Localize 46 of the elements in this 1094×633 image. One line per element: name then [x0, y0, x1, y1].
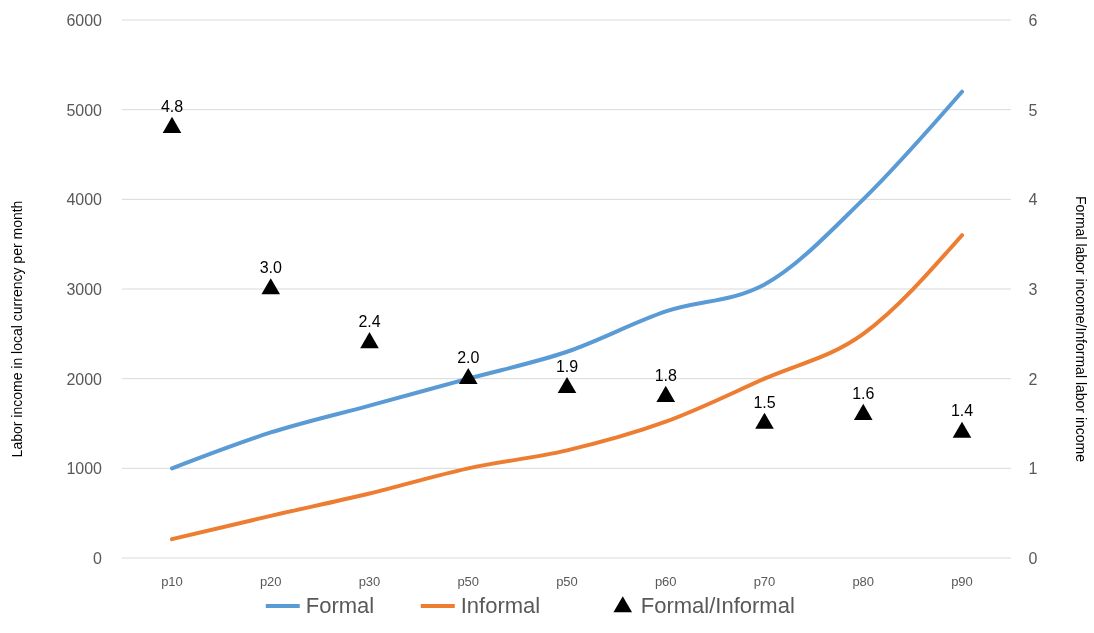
y-axis-title: Labor income in local currency per month [9, 200, 25, 458]
data-label: 3.0 [259, 259, 282, 276]
point [162, 116, 182, 133]
y2-axis-title: Formal labor income/Informal labor income [1073, 195, 1089, 463]
point [755, 412, 774, 429]
x-tick-label: p60 [654, 574, 677, 589]
point [952, 421, 972, 438]
y-tick-label: 1000 [66, 460, 103, 478]
y2-tick-label: 2 [1028, 370, 1038, 388]
point [656, 385, 676, 402]
y-tick-label: 6000 [66, 12, 103, 29]
data-label: 1.9 [555, 357, 579, 375]
y2-tick-label: 5 [1028, 101, 1038, 119]
point [360, 332, 379, 349]
data-label: 4.8 [160, 97, 184, 115]
y2-tick-label: 0 [1028, 550, 1038, 567]
data-label: 1.8 [654, 366, 677, 384]
point [557, 376, 577, 394]
x-tick-label: p50 [457, 574, 480, 589]
y-tick-label: 4000 [66, 191, 103, 209]
data-label: 1.4 [950, 402, 974, 420]
x-tick-label: p70 [753, 574, 776, 589]
y-tick-label: 3000 [66, 281, 103, 298]
x-tick-label: p50 [556, 574, 578, 589]
x-tick-label: p10 [161, 574, 183, 589]
y2-tick-label: 3 [1028, 281, 1038, 298]
data-label: 2.0 [457, 348, 480, 366]
x-tick-label: p30 [358, 574, 381, 589]
y-tick-label: 0 [93, 550, 103, 567]
point [261, 278, 281, 295]
legend-label: Formal [305, 593, 375, 618]
x-tick-label: p20 [259, 574, 282, 589]
legend-label: Formal/Informal [640, 593, 795, 618]
point [853, 403, 873, 420]
y-tick-label: 2000 [66, 370, 103, 388]
y2-tick-label: 4 [1028, 191, 1038, 209]
data-label: 1.5 [753, 393, 776, 411]
y2-tick-label: 6 [1028, 12, 1038, 29]
y-tick-label: 5000 [66, 101, 103, 119]
data-label: 1.6 [852, 384, 875, 402]
point [458, 367, 478, 385]
x-tick-label: p90 [951, 574, 973, 589]
x-tick-label: p80 [852, 574, 875, 589]
legend-label: Informal [460, 593, 541, 618]
y2-tick-label: 1 [1028, 460, 1038, 478]
data-label: 2.4 [358, 312, 381, 330]
